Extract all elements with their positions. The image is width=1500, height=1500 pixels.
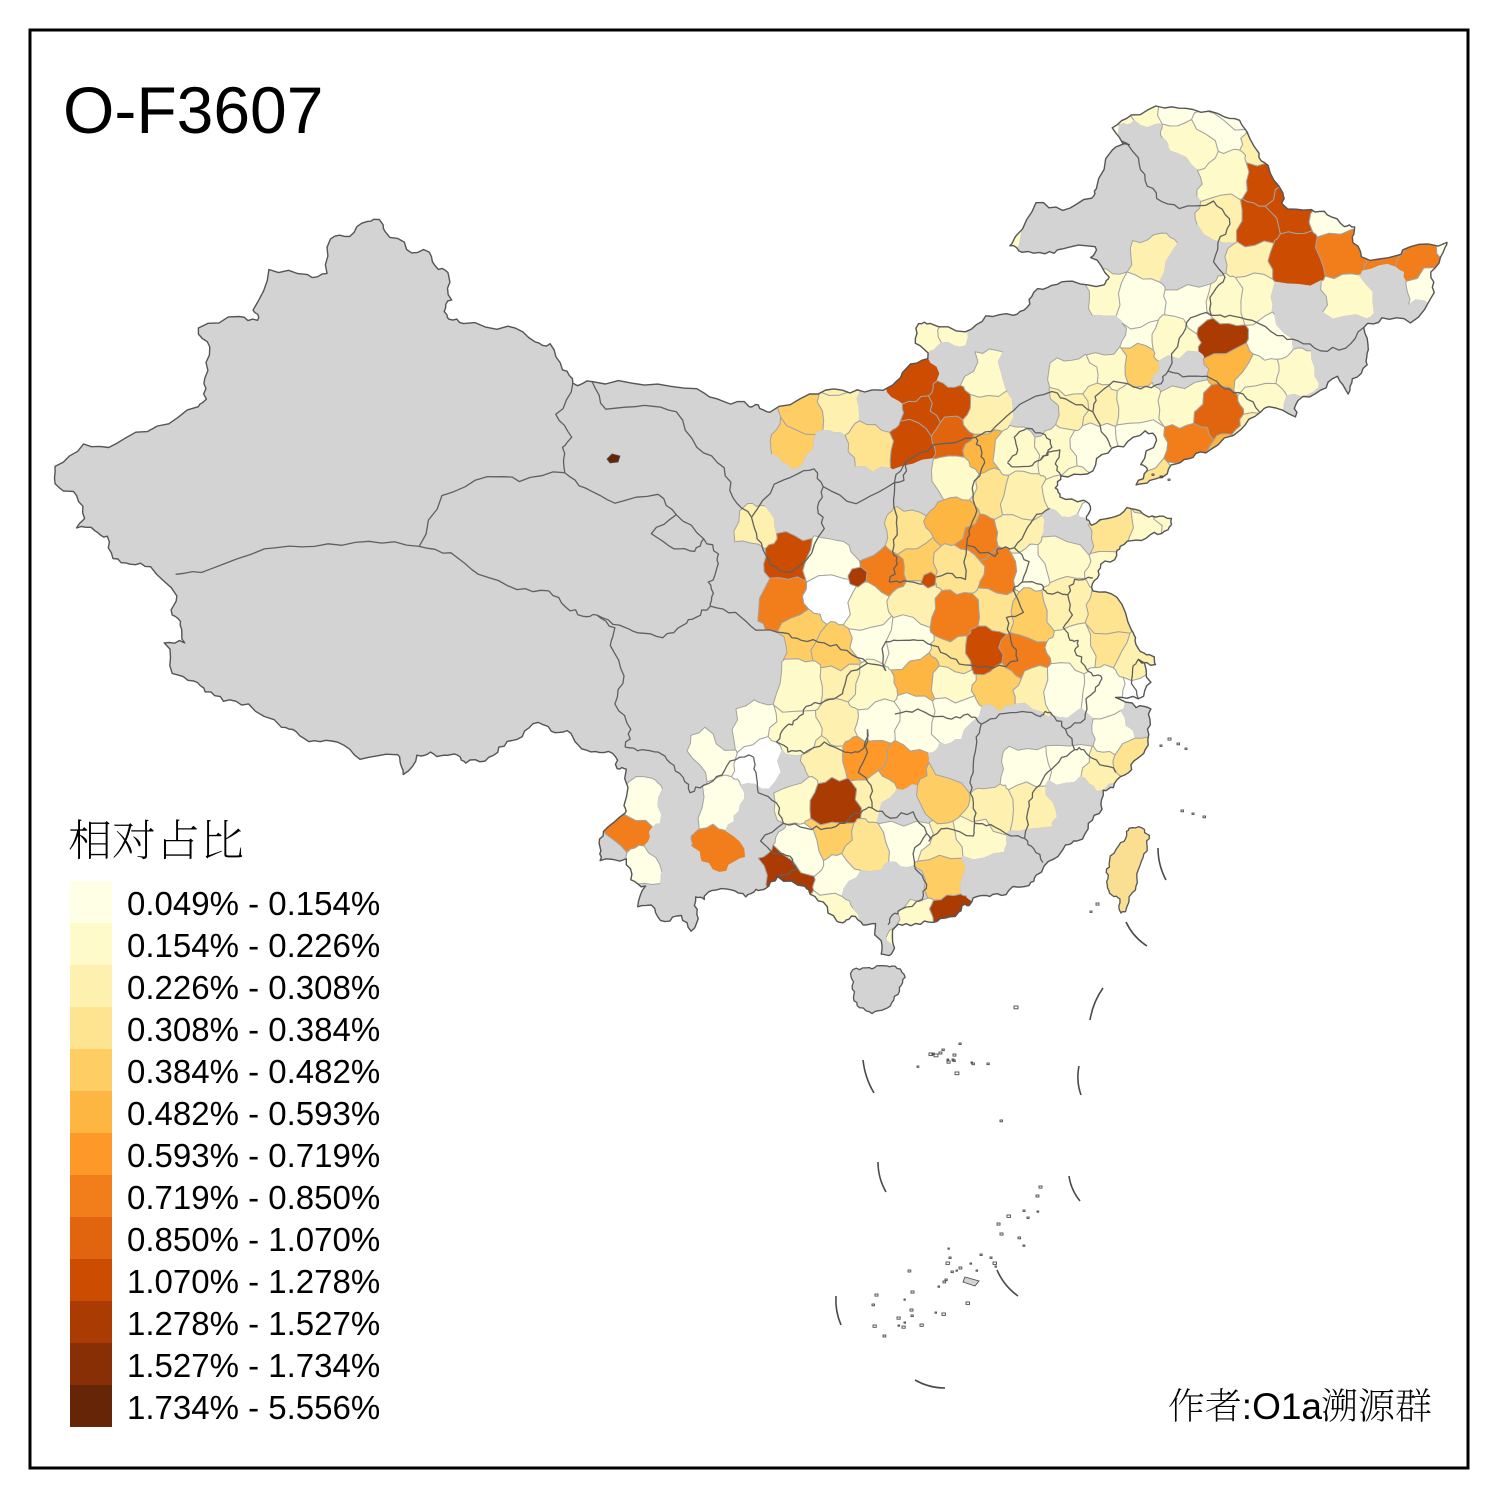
svg-text:O-F3607: O-F3607	[63, 73, 323, 147]
svg-text:1.278% - 1.527%: 1.278% - 1.527%	[127, 1305, 380, 1342]
svg-text:1.734% - 5.556%: 1.734% - 5.556%	[127, 1389, 380, 1426]
svg-text:1.070% - 1.278%: 1.070% - 1.278%	[127, 1263, 380, 1300]
svg-text:0.049% - 0.154%: 0.049% - 0.154%	[127, 885, 380, 922]
svg-text:0.308% - 0.384%: 0.308% - 0.384%	[127, 1011, 380, 1048]
svg-text::O1a: :O1a	[1242, 1386, 1323, 1427]
svg-text:0.593% - 0.719%: 0.593% - 0.719%	[127, 1137, 380, 1174]
svg-text:0.850% - 1.070%: 0.850% - 1.070%	[127, 1221, 380, 1258]
svg-text:0.384% - 0.482%: 0.384% - 0.482%	[127, 1053, 380, 1090]
svg-text:0.482% - 0.593%: 0.482% - 0.593%	[127, 1095, 380, 1132]
svg-text:0.719% - 0.850%: 0.719% - 0.850%	[127, 1179, 380, 1216]
svg-text:1.527% - 1.734%: 1.527% - 1.734%	[127, 1347, 380, 1384]
svg-text:0.226% - 0.308%: 0.226% - 0.308%	[127, 969, 380, 1006]
svg-text:0.154% - 0.226%: 0.154% - 0.226%	[127, 927, 380, 964]
